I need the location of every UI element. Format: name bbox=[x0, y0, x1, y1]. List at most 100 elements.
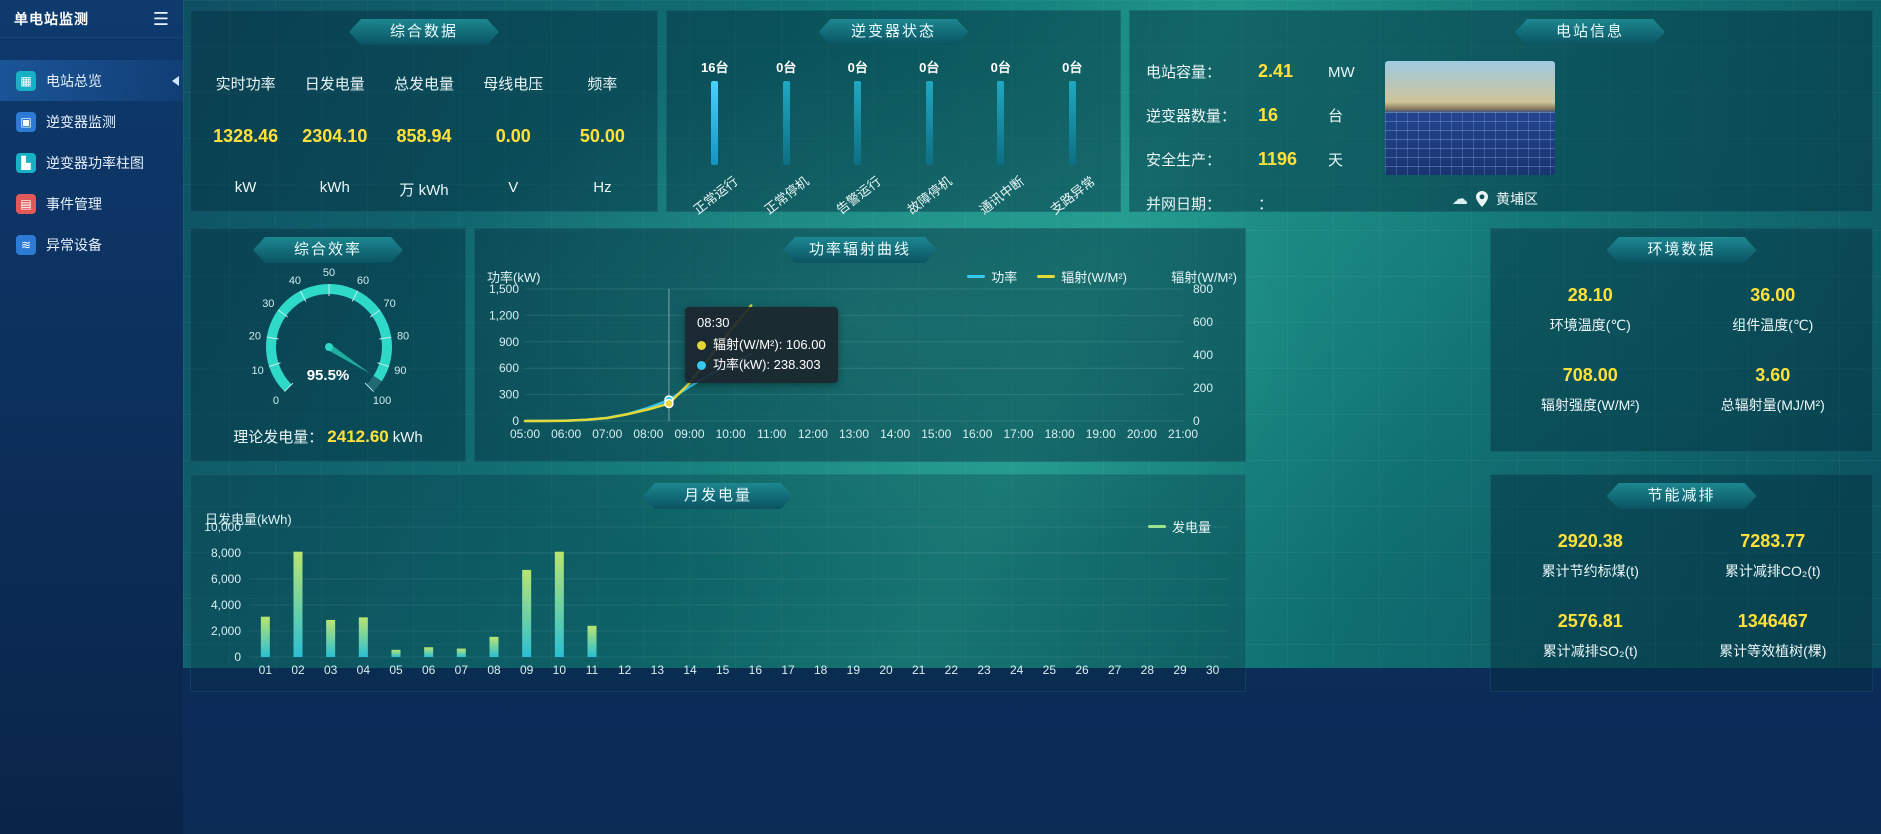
svg-text:13: 13 bbox=[651, 663, 665, 677]
efficiency-gauge[interactable]: 0 10 20 30 40 50 60 70 80 90 100 bbox=[219, 263, 439, 418]
theoretical-generation: 理论发电量： 2412.60 kWh bbox=[191, 426, 465, 447]
svg-text:40: 40 bbox=[289, 275, 301, 287]
sidebar-item-label: 电站总览 bbox=[46, 72, 102, 89]
efficiency-panel: 综合效率 0 10 20 30 40 50 60 70 80 90 100 95.5% 理论发电量：… bbox=[190, 228, 466, 462]
svg-text:30: 30 bbox=[1206, 663, 1220, 677]
energy-saving-grid: 2920.38 累计节约标煤(t) 7283.77 累计减排CO₂(t) 257… bbox=[1499, 531, 1864, 661]
info-value: 16 bbox=[1258, 105, 1279, 125]
svg-text:13:00: 13:00 bbox=[839, 427, 869, 441]
kv-value: 1346467 bbox=[1737, 611, 1808, 631]
info-unit: MW bbox=[1328, 64, 1355, 81]
status-bar bbox=[782, 81, 790, 165]
tooltip-text: 辐射(W/M²): 106.00 bbox=[713, 337, 826, 352]
legend-item-radiation[interactable]: 辐射(W/M²) bbox=[1037, 267, 1127, 286]
svg-text:22: 22 bbox=[945, 663, 959, 677]
location-pin-icon[interactable] bbox=[1476, 191, 1488, 207]
sidebar-item-inverter-power-bars[interactable]: ▙ 逆变器功率柱图 bbox=[0, 142, 183, 183]
station-info-panel: 电站信息 电站容量： 2.41 MW 逆变器数量： 16 台 安全生产： 119… bbox=[1129, 10, 1873, 213]
svg-text:27: 27 bbox=[1108, 663, 1122, 677]
svg-text:06:00: 06:00 bbox=[551, 427, 581, 441]
theory-label: 理论发电量： bbox=[233, 429, 324, 446]
status-label: 故障停机 bbox=[904, 173, 955, 218]
hamburger-menu-icon[interactable]: ☰ bbox=[152, 8, 169, 29]
kv-label: 累计减排SO₂(t) bbox=[1542, 643, 1638, 659]
svg-text:10: 10 bbox=[553, 663, 567, 677]
svg-text:21: 21 bbox=[912, 663, 926, 677]
legend-item-power[interactable]: 功率 bbox=[967, 267, 1017, 286]
svg-text:0: 0 bbox=[1193, 414, 1200, 428]
status-bar bbox=[997, 81, 1005, 165]
radiation-dot-icon bbox=[697, 340, 706, 350]
station-location: ☁ 黄埔区 bbox=[1452, 189, 1538, 209]
weather-cloud-icon[interactable]: ☁ bbox=[1452, 191, 1468, 208]
power-radiation-panel-title: 功率辐射曲线 bbox=[783, 237, 937, 263]
station-photo bbox=[1385, 61, 1555, 175]
metric-value: 2304.10 bbox=[302, 126, 368, 146]
generation-legend-swatch bbox=[1147, 525, 1166, 528]
svg-text:300: 300 bbox=[499, 388, 519, 402]
metric-label: 总发电量 bbox=[394, 76, 455, 93]
inverter-status-panel: 逆变器状态 16台 正常运行 0台 正常停机 0台 告警运行 0台 故障停机 bbox=[666, 10, 1121, 217]
metric-unit: kW bbox=[234, 179, 257, 196]
svg-text:08:00: 08:00 bbox=[633, 427, 663, 441]
svg-text:12:00: 12:00 bbox=[798, 427, 828, 441]
status-label: 告警运行 bbox=[833, 173, 884, 218]
status-bar bbox=[1068, 81, 1076, 165]
sidebar-item-station-overview[interactable]: ▦ 电站总览 bbox=[0, 60, 183, 101]
kv-label: 累计等效植树(棵) bbox=[1719, 643, 1827, 659]
svg-text:0: 0 bbox=[512, 414, 519, 428]
svg-text:900: 900 bbox=[499, 335, 519, 349]
station-info-panel-title: 电站信息 bbox=[1515, 19, 1665, 45]
metric-value: 50.00 bbox=[579, 126, 625, 146]
sidebar-item-event-management[interactable]: ▤ 事件管理 bbox=[0, 183, 183, 224]
svg-text:10: 10 bbox=[252, 365, 264, 377]
svg-text:24: 24 bbox=[1010, 663, 1024, 677]
so2-reduced: 2576.81 累计减排SO₂(t) bbox=[1499, 611, 1682, 661]
chart-tooltip: 08:30 辐射(W/M²): 106.00 功率(kW): 238.303 bbox=[685, 307, 838, 383]
power-radiation-line-chart[interactable]: 0 300 600 900 1,200 1,500 0 200 400 600 800 05:00 06… bbox=[483, 281, 1239, 457]
info-unit: 天 bbox=[1328, 152, 1344, 169]
info-label: 电站容量： bbox=[1146, 64, 1222, 81]
power-legend-swatch bbox=[967, 275, 986, 278]
info-label: 并网日期： bbox=[1146, 196, 1222, 213]
environment-grid: 28.10 环境温度(℃) 36.00 组件温度(℃) 708.00 辐射强度(… bbox=[1499, 285, 1864, 415]
tooltip-power-row: 功率(kW): 238.303 bbox=[697, 355, 826, 375]
inverter-count-row: 逆变器数量： 16 台 bbox=[1146, 105, 1406, 149]
svg-text:18: 18 bbox=[814, 663, 828, 677]
efficiency-panel-title: 综合效率 bbox=[253, 237, 403, 263]
kv-label: 累计节约标煤(t) bbox=[1541, 563, 1639, 579]
inverter-status-normal-running[interactable]: 16台 正常运行 bbox=[679, 57, 751, 217]
status-count: 0台 bbox=[1062, 60, 1083, 75]
svg-text:90: 90 bbox=[394, 365, 406, 377]
inverter-status-branch-abnormal[interactable]: 0台 支路异常 bbox=[1037, 57, 1109, 217]
inverter-status-alarm-running[interactable]: 0台 告警运行 bbox=[822, 57, 894, 217]
svg-text:19:00: 19:00 bbox=[1086, 427, 1116, 441]
metric-value: 0.00 bbox=[495, 126, 531, 146]
inverter-status-normal-stop[interactable]: 0台 正常停机 bbox=[751, 57, 823, 217]
svg-text:14:00: 14:00 bbox=[880, 427, 910, 441]
sidebar-item-abnormal-devices[interactable]: ≋ 异常设备 bbox=[0, 224, 183, 265]
svg-text:05:00: 05:00 bbox=[510, 427, 540, 441]
sidebar-item-label: 事件管理 bbox=[46, 195, 102, 212]
sidebar-item-inverter-monitor[interactable]: ▣ 逆变器监测 bbox=[0, 101, 183, 142]
monthly-bar-chart[interactable]: 0 2,000 4,000 6,000 8,000 10,000 01 02 03 04 05 06 0… bbox=[199, 519, 1239, 689]
svg-text:1,500: 1,500 bbox=[489, 282, 519, 296]
inverter-status-comm-lost[interactable]: 0台 通讯中断 bbox=[965, 57, 1037, 217]
svg-text:18:00: 18:00 bbox=[1045, 427, 1075, 441]
svg-text:07: 07 bbox=[455, 663, 469, 677]
svg-text:21:00: 21:00 bbox=[1168, 427, 1198, 441]
bar-axis-title: 日发电量(kWh) bbox=[205, 512, 292, 527]
kv-value: 36.00 bbox=[1750, 285, 1796, 305]
svg-text:02: 02 bbox=[291, 663, 305, 677]
kv-label: 组件温度(℃) bbox=[1732, 317, 1814, 333]
generation-legend[interactable]: 发电量 bbox=[1147, 517, 1211, 536]
energy-saving-panel: 节能减排 2920.38 累计节约标煤(t) 7283.77 累计减排CO₂(t… bbox=[1490, 474, 1873, 692]
legend-label: 功率 bbox=[991, 270, 1018, 285]
status-label: 正常停机 bbox=[761, 173, 812, 218]
metric-label: 频率 bbox=[587, 76, 618, 93]
radiation-legend-swatch bbox=[1037, 275, 1056, 278]
inverter-status-fault-stop[interactable]: 0台 故障停机 bbox=[894, 57, 966, 217]
svg-text:14: 14 bbox=[683, 663, 697, 677]
svg-text:03: 03 bbox=[324, 663, 338, 677]
status-label: 正常运行 bbox=[690, 173, 741, 218]
